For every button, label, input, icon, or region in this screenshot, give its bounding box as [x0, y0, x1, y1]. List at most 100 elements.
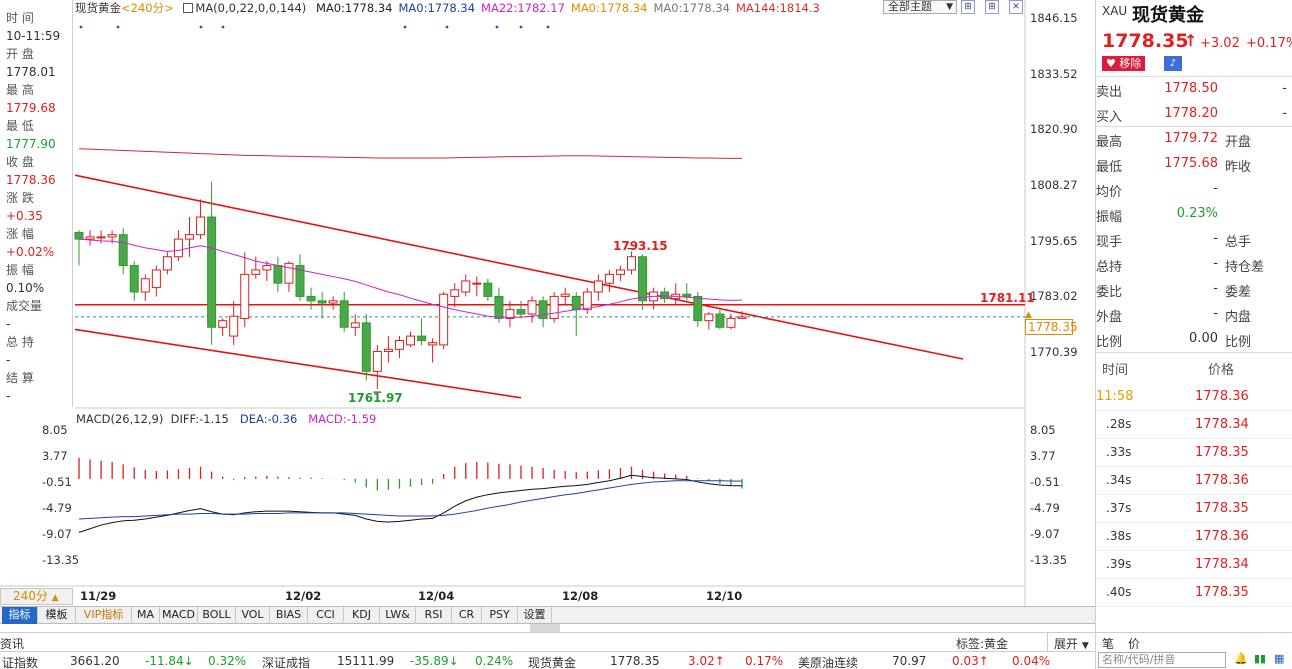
tab-MACD[interactable]: MACD [160, 607, 198, 624]
tab-CR[interactable]: CR [452, 607, 482, 624]
candle-body [494, 295, 504, 319]
price-tick-label: 1783.02 [1030, 289, 1078, 304]
date-tick-label: 12/08 [562, 589, 599, 603]
candle-body [571, 295, 581, 311]
tab-BOLL[interactable]: BOLL [198, 607, 236, 624]
tick-row: .28s 1778.34 [1096, 411, 1292, 439]
period-button[interactable]: 240分 ▲ [0, 588, 73, 605]
quote-row: 振幅 0.23% [1096, 202, 1292, 227]
quote-label: 比例 [1096, 335, 1123, 350]
macd-tick-label-left: -0.51 [42, 475, 72, 489]
quote-change: +3.02 [1200, 36, 1240, 51]
price-tick-label: 1795.65 [1030, 233, 1078, 248]
macd-tick-label-left: -13.35 [42, 553, 80, 567]
candle-body [516, 309, 526, 315]
ma-params[interactable]: MA(0,0,22,0,0,144) [195, 1, 307, 15]
tab-模板[interactable]: 模板 [38, 607, 76, 624]
ticks-price-header: 价格 [1208, 363, 1235, 378]
price-tick-label: 1820.90 [1030, 122, 1078, 137]
candle-body [560, 293, 570, 297]
kline-chart[interactable] [0, 0, 1095, 606]
tick-time: .37s [1106, 501, 1132, 515]
candle-body [218, 320, 228, 328]
info-value: 1778.01 [6, 65, 56, 79]
ticker-item: 70.97 [892, 654, 927, 668]
info-label: 开 盘 [6, 47, 34, 61]
quote-row: 买入 1778.20 - [1096, 102, 1292, 127]
current-price-tag: 1778.35 [1025, 319, 1078, 335]
scroll-handle[interactable] [530, 624, 560, 632]
expand-button[interactable]: 展开 ▼ [1047, 633, 1089, 651]
ticker-item: 0.24% [475, 654, 514, 668]
tab-指标[interactable]: 指标 [2, 607, 38, 624]
zoom-icon[interactable]: ⊞ [985, 0, 999, 14]
candle-body [627, 256, 636, 271]
ma-settings-icon[interactable] [183, 3, 194, 13]
tab-LW&[interactable]: LW& [380, 607, 416, 624]
tab-设置[interactable]: 设置 [518, 607, 552, 624]
quote-value: 0.00 [1189, 331, 1218, 346]
quote-value: 1778.20 [1164, 106, 1218, 121]
tick-row: .33s 1778.35 [1096, 439, 1292, 467]
tick-price: 1778.34 [1195, 417, 1249, 432]
pin-icon[interactable]: ⊞ [961, 0, 975, 14]
grid-icon[interactable]: ▦ [1274, 652, 1285, 665]
quote-row: 均价 - [1096, 177, 1292, 202]
quote-row: 最高 1779.72 开盘 [1096, 127, 1292, 152]
candle-body [593, 280, 603, 293]
bell-icon[interactable]: 🔔 [1234, 652, 1248, 665]
quote-value: - [1213, 231, 1218, 246]
marker-dot [221, 25, 225, 29]
news-label[interactable]: 资讯 [0, 637, 25, 651]
quote-row: 总持 - 持仓差 [1096, 252, 1292, 277]
quote-row: 卖出 1778.50 - [1096, 77, 1292, 102]
tab-BIAS[interactable]: BIAS [270, 607, 308, 624]
search-input[interactable]: 名称/代码/拼音 [1098, 652, 1226, 668]
tick-row: .39s 1778.34 [1096, 551, 1292, 579]
info-value: - [6, 317, 11, 331]
tab-VIP指标[interactable]: VIP指标 [76, 607, 132, 624]
price-label[interactable]: 价 [1128, 637, 1141, 651]
tick-price: 1778.35 [1195, 585, 1249, 600]
remove-favorite-button[interactable]: ♥ 移除 [1102, 56, 1145, 71]
macd-name[interactable]: MACD(26,12,9) [76, 412, 164, 426]
macd-tick-label: -0.51 [1030, 475, 1060, 489]
price-tick-label: 1770.39 [1030, 345, 1078, 359]
ticker-item: 0.32% [208, 654, 247, 668]
info-value: +0.35 [6, 209, 43, 223]
macd-tick-label: -9.07 [1030, 527, 1060, 541]
theme-select[interactable]: 全部主题 ▼ [883, 0, 957, 14]
macd-tick-label-left: 8.05 [42, 423, 68, 437]
macd-tick-label-left: -9.07 [42, 527, 72, 541]
tag-label[interactable]: 标签:黄金 [956, 637, 1009, 651]
ticker-item[interactable]: 现货黄金 [528, 656, 577, 669]
candle-body [372, 351, 382, 372]
tick-price: 1778.34 [1195, 557, 1249, 572]
ticker-item: 1778.35 [610, 654, 660, 668]
candle-body [604, 273, 614, 284]
quote-row: 最低 1775.68 昨收 [1096, 152, 1292, 177]
ticker-item[interactable]: 美原油连续 [798, 656, 859, 669]
tick-row: .34s 1778.36 [1096, 467, 1292, 495]
close-icon[interactable]: ✕ [1009, 0, 1023, 14]
tick-price: 1778.36 [1195, 389, 1249, 404]
tab-PSY[interactable]: PSY [482, 607, 518, 624]
chart-period-label[interactable]: <240分> [121, 1, 174, 15]
tab-VOL[interactable]: VOL [236, 607, 270, 624]
tab-MA[interactable]: MA [132, 607, 160, 624]
bell-icon[interactable]: ♪ [1164, 56, 1182, 71]
ticker-item[interactable]: 深证成指 [262, 656, 311, 669]
marker-dot [199, 25, 203, 29]
tick-time: .39s [1106, 557, 1132, 571]
info-value: +0.02% [6, 245, 55, 259]
chart-icon[interactable]: ▮▮ [1254, 652, 1267, 665]
dea-line [78, 480, 743, 520]
candle-body [394, 339, 404, 350]
quote-label: 均价 [1096, 185, 1123, 200]
pen-label[interactable]: 笔 [1102, 637, 1115, 651]
tab-CCI[interactable]: CCI [308, 607, 344, 624]
ma144-line [78, 148, 742, 159]
tab-RSI[interactable]: RSI [416, 607, 452, 624]
tab-KDJ[interactable]: KDJ [344, 607, 380, 624]
ticker-item[interactable]: 证指数 [2, 656, 39, 669]
